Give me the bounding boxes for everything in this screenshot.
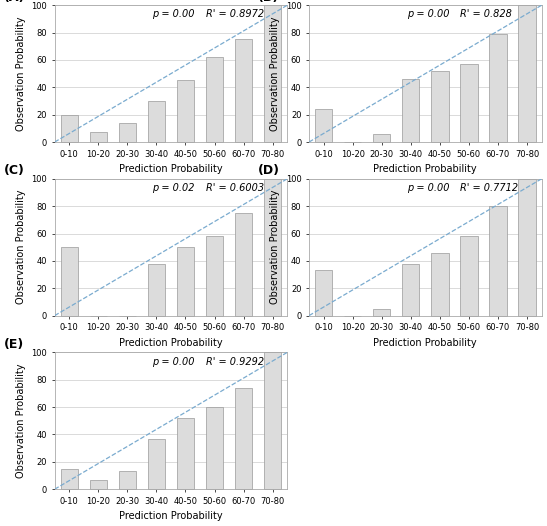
Bar [519,5,536,142]
Y-axis label: Observation Probability: Observation Probability [16,363,26,478]
Bar [264,352,281,489]
Bar [177,418,194,489]
Text: (A): (A) [3,0,25,4]
Bar [148,101,165,142]
Bar [177,80,194,142]
Text: p = 0.00: p = 0.00 [407,9,449,19]
Text: p = 0.00: p = 0.00 [407,183,449,193]
Text: p = 0.00: p = 0.00 [152,9,195,19]
Y-axis label: Observation Probability: Observation Probability [270,190,280,305]
Bar [431,252,449,316]
Text: R' = 0.6003: R' = 0.6003 [206,183,264,193]
Bar [264,5,281,142]
Bar [206,236,223,316]
Bar [177,247,194,316]
Bar [235,388,252,489]
Y-axis label: Observation Probability: Observation Probability [270,16,280,131]
Bar [373,134,391,142]
Bar [264,179,281,316]
Text: (D): (D) [258,165,280,177]
Bar [61,115,78,142]
Bar [148,439,165,489]
Bar [235,213,252,316]
X-axis label: Prediction Probability: Prediction Probability [119,164,223,174]
Bar [315,109,333,142]
Bar [61,247,78,316]
Bar [489,34,507,142]
Text: R' = 0.9292: R' = 0.9292 [206,357,264,367]
Bar [119,471,136,489]
Bar [460,64,478,142]
Text: R' = 0.8972: R' = 0.8972 [206,9,264,19]
Bar [90,480,107,489]
Y-axis label: Observation Probability: Observation Probability [16,16,26,131]
X-axis label: Prediction Probability: Prediction Probability [374,164,477,174]
Text: R' = 0.7712: R' = 0.7712 [460,183,519,193]
Bar [119,123,136,142]
Bar [519,179,536,316]
Bar [315,270,333,316]
Text: p = 0.00: p = 0.00 [152,357,195,367]
X-axis label: Prediction Probability: Prediction Probability [119,511,223,521]
Bar [206,407,223,489]
Text: (E): (E) [3,338,24,351]
Bar [489,206,507,316]
Bar [206,57,223,142]
Bar [402,264,420,316]
Y-axis label: Observation Probability: Observation Probability [16,190,26,305]
Bar [235,39,252,142]
Text: (B): (B) [258,0,279,4]
Bar [460,236,478,316]
X-axis label: Prediction Probability: Prediction Probability [374,338,477,348]
X-axis label: Prediction Probability: Prediction Probability [119,338,223,348]
Bar [148,264,165,316]
Text: R' = 0.828: R' = 0.828 [460,9,512,19]
Bar [431,71,449,142]
Bar [373,309,391,316]
Text: p = 0.02: p = 0.02 [152,183,195,193]
Bar [90,133,107,142]
Text: (C): (C) [3,165,25,177]
Bar [402,79,420,142]
Bar [61,469,78,489]
